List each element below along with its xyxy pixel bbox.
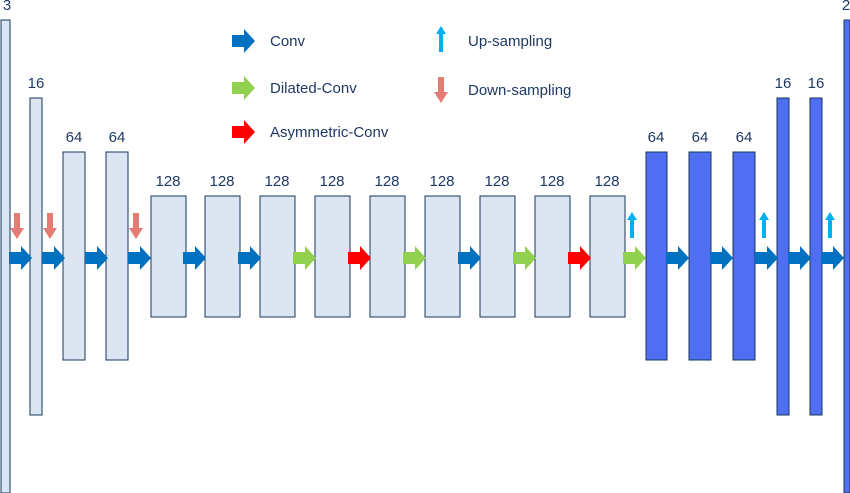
flow-step-11	[513, 246, 536, 270]
layer-block-5	[150, 195, 187, 318]
legend: Conv Dilated-Conv Asymmetric-Conv Up-sampli…	[232, 26, 571, 144]
layer-channel-label: 128	[264, 173, 289, 190]
legend-item-5: Down-sampling	[434, 77, 571, 103]
layer-block-14	[645, 151, 668, 361]
up-sampling-arrow-icon	[627, 212, 637, 238]
down-sampling-arrow-icon	[43, 213, 57, 239]
legend-item-4: Up-sampling	[436, 26, 552, 52]
layer-block-8	[314, 195, 351, 318]
flow-step-1	[9, 213, 32, 270]
conv-arrow-icon	[821, 246, 844, 270]
layer-block-19	[843, 19, 850, 493]
layer-channel-label: 16	[775, 75, 792, 92]
layer-channel-label: 128	[155, 173, 180, 190]
conv-arrow-icon	[9, 246, 32, 270]
legend-label: Asymmetric-Conv	[270, 124, 389, 141]
asymmetric-conv-arrow-icon	[568, 246, 591, 270]
up-sampling-arrow-icon	[825, 212, 835, 238]
layer-block-18	[809, 97, 823, 416]
layer-block-15	[688, 151, 712, 361]
layer-channel-label: 64	[692, 129, 709, 146]
layer-channel-label: 2	[842, 0, 850, 14]
layer-block-12	[534, 195, 571, 318]
flow-step-18	[821, 212, 844, 270]
down-sampling-arrow-icon	[129, 213, 143, 239]
conv-arrow-icon	[666, 246, 689, 270]
flow-step-2	[42, 213, 65, 270]
layer-block-10	[424, 195, 461, 318]
layer-block-7	[259, 195, 296, 318]
layer-channel-label: 64	[109, 129, 126, 146]
conv-arrow-icon	[85, 246, 108, 270]
layer-block-16	[732, 151, 756, 361]
conv-arrow-icon	[788, 246, 811, 270]
flow-step-16	[755, 212, 778, 270]
layer-channel-label: 64	[66, 129, 83, 146]
legend-arrow-right-icon	[232, 29, 255, 53]
legend-label: Up-sampling	[468, 33, 552, 50]
dilated-conv-arrow-icon	[293, 246, 316, 270]
legend-arrow-up-icon	[436, 26, 446, 52]
legend-label: Down-sampling	[468, 82, 571, 99]
up-sampling-arrow-icon	[759, 212, 769, 238]
layer-channel-label: 64	[648, 129, 665, 146]
flow-step-13	[623, 212, 646, 270]
legend-arrow-right-icon	[232, 76, 255, 100]
layer-block-3	[62, 151, 86, 361]
layer-channel-label: 16	[808, 75, 825, 92]
flow-step-14	[666, 246, 689, 270]
down-sampling-arrow-icon	[10, 213, 24, 239]
conv-arrow-icon	[458, 246, 481, 270]
layer-channel-label: 128	[319, 173, 344, 190]
asymmetric-conv-arrow-icon	[348, 246, 371, 270]
conv-arrow-icon	[183, 246, 206, 270]
flow-step-15	[710, 246, 733, 270]
conv-arrow-icon	[238, 246, 261, 270]
layer-channel-label: 128	[594, 173, 619, 190]
flow-step-8	[348, 246, 371, 270]
flow-step-10	[458, 246, 481, 270]
dilated-conv-arrow-icon	[513, 246, 536, 270]
legend-label: Conv	[270, 33, 306, 50]
layer-block-6	[204, 195, 241, 318]
dilated-conv-arrow-icon	[623, 246, 646, 270]
layer-channel-label: 128	[209, 173, 234, 190]
flow-step-7	[293, 246, 316, 270]
legend-item-3: Asymmetric-Conv	[232, 120, 389, 144]
layer-channel-label: 128	[429, 173, 454, 190]
flow-step-4	[128, 213, 151, 270]
flow-step-5	[183, 246, 206, 270]
layer-channel-label: 16	[28, 75, 45, 92]
layer-channel-label: 128	[484, 173, 509, 190]
legend-label: Dilated-Conv	[270, 80, 357, 97]
legend-arrow-down-icon	[434, 77, 448, 103]
flow-step-3	[85, 246, 108, 270]
legend-arrow-right-icon	[232, 120, 255, 144]
conv-arrow-icon	[755, 246, 778, 270]
layer-channel-label: 64	[736, 129, 753, 146]
layer-block-11	[479, 195, 516, 318]
layer-channel-label: 128	[374, 173, 399, 190]
flow-arrows	[9, 212, 844, 270]
flow-step-12	[568, 246, 591, 270]
layer-block-13	[589, 195, 626, 318]
layer-channel-label: 3	[3, 0, 11, 14]
legend-item-2: Dilated-Conv	[232, 76, 357, 100]
flow-step-17	[788, 246, 811, 270]
layer-channel-label: 128	[539, 173, 564, 190]
layer-block-4	[105, 151, 129, 361]
layer-block-1	[0, 19, 11, 493]
layer-block-2	[29, 97, 43, 416]
dilated-conv-arrow-icon	[403, 246, 426, 270]
flow-step-9	[403, 246, 426, 270]
conv-arrow-icon	[42, 246, 65, 270]
layer-block-9	[369, 195, 406, 318]
conv-arrow-icon	[710, 246, 733, 270]
layer-block-17	[776, 97, 790, 416]
conv-arrow-icon	[128, 246, 151, 270]
legend-item-1: Conv	[232, 29, 306, 53]
flow-step-6	[238, 246, 261, 270]
